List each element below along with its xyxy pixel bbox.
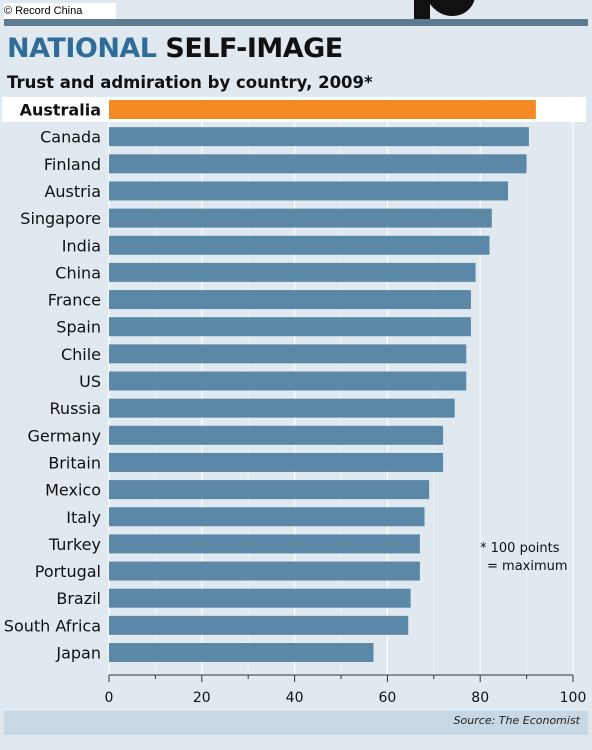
footnote-line-2: = maximum (487, 559, 568, 574)
x-tick-label: 40 (286, 690, 304, 706)
bar-germany (109, 425, 444, 445)
bar-us (109, 371, 467, 391)
bar-mexico (109, 480, 430, 500)
bar-singapore (109, 208, 492, 228)
copyright-icon: © (4, 5, 13, 17)
bar-austria (109, 181, 509, 201)
watermark-text: Record China (15, 5, 83, 17)
header-rule (4, 19, 588, 26)
bar-portugal (109, 561, 420, 581)
bar-finland (109, 154, 527, 174)
x-tick-label: 60 (378, 690, 396, 706)
source-text: Source: The Economist (453, 714, 580, 727)
category-label: Mexico (45, 481, 101, 500)
category-label: Singapore (20, 209, 101, 228)
footnote-line-1: * 100 points (480, 541, 560, 556)
category-label: Chile (61, 345, 101, 364)
category-label: India (62, 236, 101, 255)
bar-turkey (109, 534, 420, 554)
category-label: Finland (44, 155, 101, 174)
category-label: Portugal (35, 562, 101, 581)
footnote: * 100 points = maximum (480, 540, 580, 576)
category-label: South Africa (4, 616, 101, 635)
category-label: China (55, 263, 101, 282)
category-label: Canada (40, 128, 101, 147)
source-bar: Source: The Economist (4, 711, 588, 735)
category-label: US (79, 372, 101, 391)
category-label: Australia (20, 101, 101, 120)
x-tick-label: 20 (193, 690, 211, 706)
bar-france (109, 290, 471, 310)
bar-australia (109, 100, 536, 119)
bar-russia (109, 398, 455, 418)
cropped-headline-glyph (388, 0, 478, 24)
chart-title: NATIONAL SELF-IMAGE (7, 32, 343, 66)
category-label: Brazil (56, 589, 101, 608)
x-tick-label: 0 (105, 690, 114, 706)
title-accent-word: NATIONAL (7, 33, 157, 64)
bar-canada (109, 127, 529, 147)
bar-italy (109, 507, 425, 527)
chart-subtitle: Trust and admiration by country, 2009* (7, 73, 373, 92)
bar-china (109, 262, 476, 282)
bar-britain (109, 452, 444, 472)
category-label: Germany (27, 426, 101, 445)
bar-spain (109, 317, 471, 337)
x-tick-label: 80 (471, 690, 489, 706)
category-label: Britain (48, 453, 101, 472)
bar-india (109, 235, 490, 255)
bar-japan (109, 643, 374, 662)
bar-chart: Australia Canada Finland Austria Singapore In… (2, 96, 587, 706)
category-label: Turkey (48, 535, 101, 554)
category-label: Italy (66, 508, 101, 527)
x-tick-label: 100 (560, 690, 587, 706)
title-main-word: SELF-IMAGE (165, 33, 343, 64)
category-label: Japan (55, 644, 101, 663)
category-label: Austria (44, 182, 101, 201)
bar-south-africa (109, 615, 409, 635)
watermark: © Record China (4, 3, 116, 19)
bar-brazil (109, 588, 411, 608)
category-label: France (48, 291, 101, 310)
category-label: Russia (50, 399, 101, 418)
bar-chile (109, 344, 467, 364)
category-label: Spain (56, 318, 101, 337)
